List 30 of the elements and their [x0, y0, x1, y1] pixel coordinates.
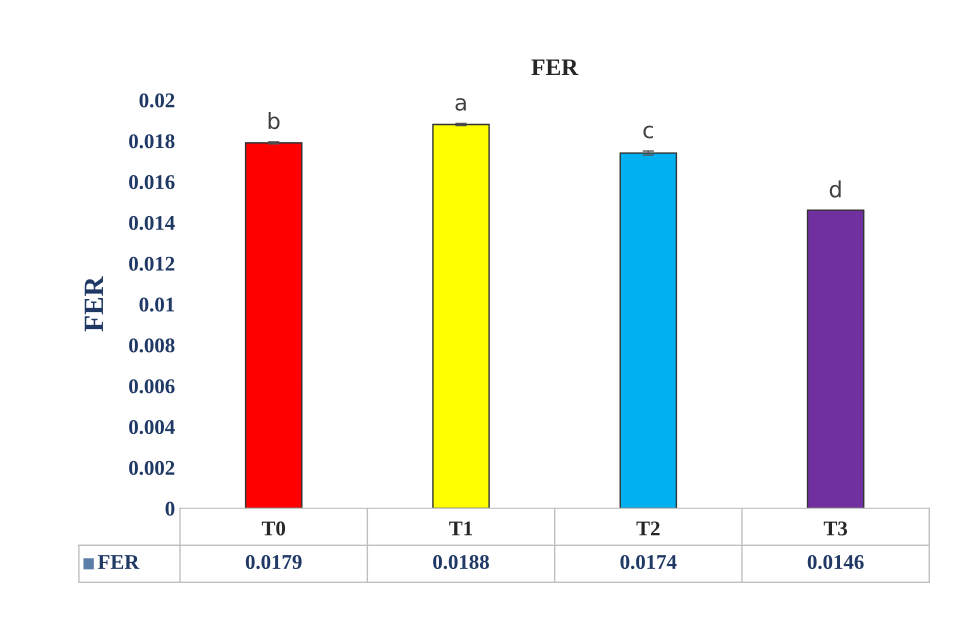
annotation: d: [830, 180, 841, 198]
x-tick-label: T0: [262, 521, 286, 536]
y-tick-label: 0.004: [129, 420, 175, 434]
bar: [432, 124, 490, 508]
y-axis-title: FER: [84, 276, 103, 332]
data-label: 0.0146: [808, 554, 864, 570]
data-label: 0.0188: [433, 554, 489, 570]
y-tick-label: 0.016: [129, 175, 175, 190]
y-tick-label: 0: [166, 502, 174, 516]
text: FER: [531, 60, 578, 75]
y-tick-label: 0.02: [140, 93, 174, 108]
y-tick-label: 0.002: [129, 460, 174, 476]
x-tick-label: T3: [824, 521, 848, 536]
annotation: b: [268, 112, 280, 130]
text: FER: [98, 555, 140, 569]
x-tick-label: T2: [636, 521, 660, 536]
annotation: a: [456, 98, 466, 111]
x-tick-label: T1: [449, 522, 472, 536]
y-tick-label: 0.012: [129, 256, 174, 271]
bar: [244, 142, 302, 508]
data-label: 0.0179: [246, 554, 302, 570]
y-tick-label: 0.01: [140, 298, 174, 312]
data-label: 0.0174: [620, 554, 677, 570]
y-tick-label: 0.018: [129, 134, 174, 148]
annotation: c: [643, 126, 654, 138]
y-tick-label: 0.006: [129, 379, 175, 394]
bar: [806, 210, 864, 508]
bar: [620, 152, 678, 508]
y-tick-label: 0.014: [129, 216, 175, 230]
y-tick-label: 0.008: [129, 338, 174, 353]
